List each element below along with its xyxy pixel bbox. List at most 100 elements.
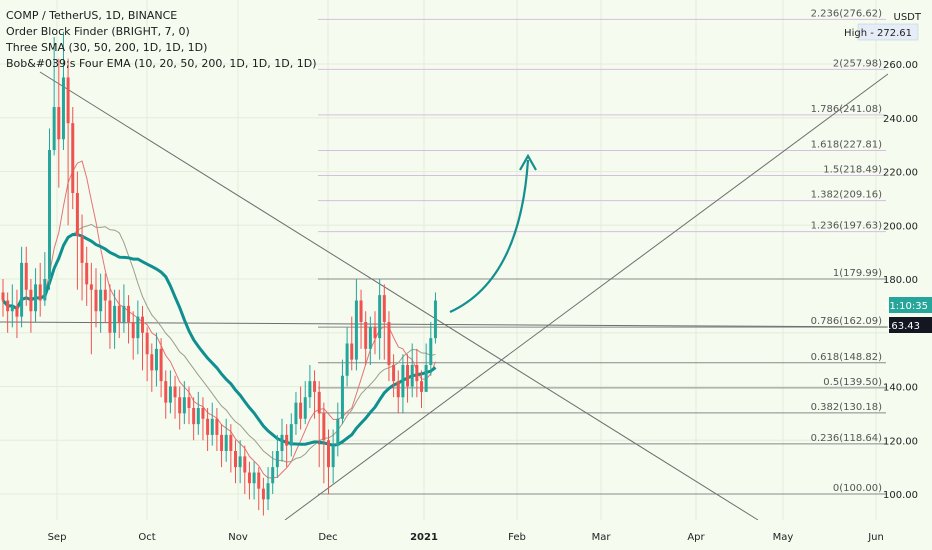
candle-body-3 [15, 306, 18, 317]
candle-body-80 [374, 327, 377, 338]
time-tick-4: 2021 [410, 532, 438, 543]
fib-label-4: 0.618(148.82) [811, 352, 883, 363]
candle-body-22 [104, 290, 107, 301]
candle-body-60 [281, 435, 284, 451]
candle-body-26 [122, 306, 125, 322]
candle-body-33 [155, 349, 158, 371]
candle-body-83 [387, 322, 390, 365]
candle-body-18 [85, 263, 88, 285]
candle-body-74 [346, 344, 349, 376]
candle-body-56 [262, 489, 265, 500]
fib-label-13: 2.236(276.62) [811, 8, 883, 19]
arrow-curve [450, 160, 528, 312]
candle-body-81 [378, 295, 381, 338]
candle-body-28 [132, 322, 135, 338]
time-tick-7: Apr [687, 532, 705, 543]
candle-body-11 [53, 107, 56, 150]
time-tick-5: Feb [508, 532, 526, 543]
candle-body-69 [322, 413, 325, 440]
candle-body-61 [285, 435, 288, 446]
candle-body-40 [188, 397, 191, 408]
fib-label-1: 0.236(118.64) [811, 433, 883, 444]
candle-body-54 [253, 473, 256, 484]
candle-body-47 [220, 435, 223, 451]
candle-body-5 [25, 263, 28, 290]
candle-body-34 [160, 349, 163, 381]
price-tick-8: 260.00 [883, 60, 918, 71]
fibonacci-levels: 0(100.00) 0.236(118.64) 0.382(130.18) 0.5(1… [318, 8, 886, 494]
candle-body-17 [81, 236, 84, 263]
candle-body-49 [229, 435, 232, 451]
candle-body-10 [48, 150, 51, 279]
candle-body-9 [43, 279, 46, 301]
candle-body-20 [95, 290, 98, 312]
candle-body-27 [127, 306, 130, 322]
legend-four-ema[interactable]: Bob&#039;s Four EMA (10, 20, 50, 200, 1D… [6, 56, 317, 72]
candle-body-21 [99, 290, 102, 312]
fib-label-11: 1.786(241.08) [811, 104, 883, 115]
candle-body-42 [197, 408, 200, 424]
legend-title: COMP / TetherUS, 1D, BINANCE [6, 8, 317, 24]
candle-body-58 [271, 467, 274, 483]
price-tick-1: 120.00 [883, 436, 918, 447]
time-tick-9: Jun [867, 532, 884, 543]
candle-body-38 [178, 397, 181, 413]
legend-order-block[interactable]: Order Block Finder (BRIGHT, 7, 0) [6, 24, 317, 40]
candle-body-72 [336, 419, 339, 446]
fib-label-3: 0.5(139.50) [823, 377, 882, 388]
candle-body-77 [360, 301, 363, 323]
fib-label-9: 1.5(218.49) [823, 165, 882, 176]
candle-body-6 [29, 290, 32, 312]
candle-body-2 [11, 306, 14, 311]
candle-body-23 [108, 301, 111, 333]
candle-body-46 [215, 419, 218, 435]
candle-body-48 [225, 435, 228, 451]
time-tick-1: Oct [138, 532, 155, 543]
candle-body-19 [90, 284, 93, 289]
candle-body-87 [406, 365, 409, 387]
fib-label-2: 0.382(130.18) [811, 402, 883, 413]
candle-body-84 [392, 365, 395, 381]
downtrend-line [40, 72, 758, 520]
time-tick-8: May [773, 532, 794, 543]
price-tick-5: 200.00 [883, 221, 918, 232]
candle-body-63 [294, 403, 297, 425]
price-badge: 163.43 [885, 321, 920, 332]
candle-body-71 [332, 446, 335, 468]
currency-label: USDT [894, 12, 922, 23]
candle-body-43 [201, 408, 204, 419]
candle-body-32 [150, 354, 153, 370]
fib-label-0: 0(100.00) [833, 483, 882, 494]
candle-body-57 [267, 483, 270, 499]
candle-body-44 [206, 419, 209, 435]
candle-body-62 [290, 424, 293, 446]
candle-body-24 [113, 306, 116, 333]
candle-body-45 [211, 419, 214, 435]
legend-three-sma[interactable]: Three SMA (30, 50, 200, 1D, 1D, 1D) [6, 40, 317, 56]
candle-body-13 [62, 77, 65, 139]
fib-label-12: 2(257.98) [833, 58, 882, 69]
time-tick-3: Dec [318, 532, 337, 543]
candle-body-16 [76, 193, 79, 236]
candle-body-82 [383, 295, 386, 322]
price-tick-7: 240.00 [883, 114, 918, 125]
candle-body-36 [169, 387, 172, 403]
price-tick-2: 140.00 [883, 383, 918, 394]
candle-body-30 [141, 317, 144, 333]
candle-body-4 [20, 263, 23, 317]
candle-body-91 [425, 365, 428, 392]
candle-body-86 [401, 365, 404, 397]
fib-label-6: 1(179.99) [833, 268, 882, 279]
time-tick-6: Mar [592, 532, 612, 543]
candle-body-75 [350, 344, 353, 360]
candle-body-66 [308, 381, 311, 397]
time-axis[interactable]: Sep Oct Nov Dec 2021 Feb Mar Apr May Jun [0, 520, 932, 550]
candle-body-52 [243, 456, 246, 472]
chart-legend: COMP / TetherUS, 1D, BINANCE Order Block… [6, 8, 317, 72]
time-tick-0: Sep [48, 532, 67, 543]
candle-body-65 [304, 397, 307, 419]
fib-label-8: 1.382(209.16) [811, 190, 883, 201]
candle-body-90 [420, 381, 423, 392]
candle-body-39 [183, 397, 186, 413]
